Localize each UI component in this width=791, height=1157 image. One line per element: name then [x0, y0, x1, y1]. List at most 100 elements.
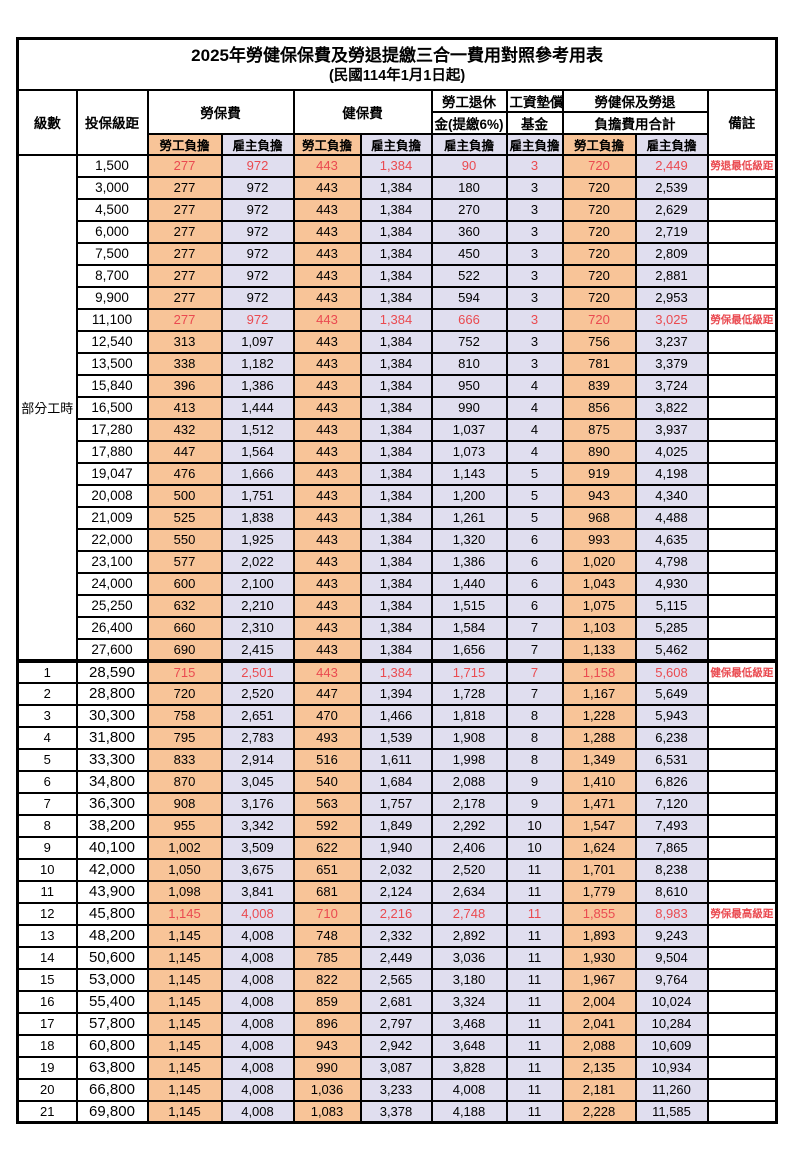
bracket-cell: 17,280 — [75, 417, 149, 442]
health-employee-cell: 443 — [292, 549, 362, 574]
table-row: 9,900 277 972 443 1,384 594 3 720 2,953 — [18, 285, 778, 310]
table-row: 14 50,600 1,145 4,008 785 2,449 3,036 11 1,930 9,… — [16, 945, 778, 970]
wage-fund-employer-cell: 11 — [505, 967, 564, 992]
remark-cell — [706, 923, 778, 948]
bracket-cell: 28,590 — [75, 658, 149, 684]
table-row: 15,840 396 1,386 443 1,384 950 4 839 3,724 — [18, 373, 778, 398]
wage-fund-employer-cell: 8 — [505, 703, 564, 728]
bracket-cell: 19,047 — [75, 461, 149, 486]
labor-employer-cell: 4,008 — [220, 945, 295, 970]
col-header-level: 級數 — [16, 88, 78, 156]
labor-employer-cell: 1,512 — [220, 417, 295, 442]
remark-cell — [706, 989, 778, 1014]
total-employer-cell: 4,635 — [634, 527, 709, 552]
col-header-pension-line2: 金(提繳6%) — [430, 110, 508, 135]
health-employer-cell: 2,332 — [359, 923, 433, 948]
wage-fund-employer-cell: 3 — [505, 175, 564, 200]
labor-employer-cell: 4,008 — [220, 923, 295, 948]
pension-employer-cell: 4,188 — [430, 1099, 508, 1124]
bracket-cell: 17,880 — [75, 439, 149, 464]
subheader-pension-employer: 雇主負擔 — [430, 132, 508, 156]
bracket-cell: 27,600 — [75, 637, 149, 662]
total-employer-cell: 2,539 — [634, 175, 709, 200]
health-employee-cell: 651 — [292, 857, 362, 882]
labor-employee-cell: 396 — [146, 373, 223, 398]
labor-employee-cell: 758 — [146, 703, 223, 728]
level-cell: 20 — [16, 1077, 78, 1102]
health-employee-cell: 748 — [292, 923, 362, 948]
total-employee-cell: 1,103 — [561, 615, 637, 640]
remark-cell — [706, 1099, 778, 1124]
total-employee-cell: 1,020 — [561, 549, 637, 574]
wage-fund-employer-cell: 3 — [505, 285, 564, 310]
header-group-row: 級數 投保級距 勞保費 健保費 勞工退休 工資墊償 勞健保及勞退 備註 — [16, 88, 778, 156]
labor-employer-cell: 2,210 — [220, 593, 295, 618]
table-row: 19 63,800 1,145 4,008 990 3,087 3,828 11 2,135 10… — [16, 1055, 778, 1080]
health-employee-cell: 443 — [292, 395, 362, 420]
pension-employer-cell: 2,520 — [430, 857, 508, 882]
total-employee-cell: 875 — [561, 417, 637, 442]
remark-cell — [706, 835, 778, 860]
level-cell: 7 — [16, 791, 78, 816]
labor-employee-cell: 447 — [146, 439, 223, 464]
level-cell: 21 — [16, 1099, 78, 1124]
labor-employee-cell: 1,145 — [146, 989, 223, 1014]
health-employee-cell: 443 — [292, 571, 362, 596]
health-employee-cell: 443 — [292, 175, 362, 200]
table-row: 6 34,800 870 3,045 540 1,684 2,088 9 1,410 6,826 — [16, 769, 778, 794]
remark-cell — [706, 1055, 778, 1080]
health-employer-cell: 1,384 — [359, 153, 433, 178]
total-employee-cell: 1,288 — [561, 725, 637, 750]
remark-cell: 勞退最低級距 — [706, 153, 778, 178]
total-employer-cell: 4,488 — [634, 505, 709, 530]
pension-employer-cell: 3,180 — [430, 967, 508, 992]
bracket-cell: 50,600 — [75, 945, 149, 970]
bracket-cell: 36,300 — [75, 791, 149, 816]
remark-cell: 健保最低級距 — [706, 658, 778, 684]
total-employer-cell: 8,983 — [634, 901, 709, 926]
total-employee-cell: 2,088 — [561, 1033, 637, 1058]
total-employer-cell: 10,934 — [634, 1055, 709, 1080]
remark-cell — [706, 483, 778, 508]
total-employer-cell: 6,238 — [634, 725, 709, 750]
wage-fund-employer-cell: 3 — [505, 153, 564, 178]
labor-employee-cell: 1,145 — [146, 901, 223, 926]
pension-employer-cell: 990 — [430, 395, 508, 420]
labor-employer-cell: 3,509 — [220, 835, 295, 860]
labor-employee-cell: 908 — [146, 791, 223, 816]
health-employer-cell: 1,384 — [359, 615, 433, 640]
remark-cell — [706, 681, 778, 706]
remark-cell — [706, 615, 778, 640]
total-employee-cell: 1,701 — [561, 857, 637, 882]
health-employer-cell: 2,942 — [359, 1033, 433, 1058]
title-block: 2025年勞健保保費及勞退提繳三合一費用對照參考用表 (民國114年1月1日起) — [16, 37, 778, 91]
total-employer-cell: 6,531 — [634, 747, 709, 772]
page-subtitle: (民國114年1月1日起) — [328, 68, 466, 85]
pension-employer-cell: 270 — [430, 197, 508, 222]
health-employee-cell: 443 — [292, 153, 362, 178]
total-employee-cell: 968 — [561, 505, 637, 530]
health-employer-cell: 3,378 — [359, 1099, 433, 1124]
table-row: 部分工時 1,500 277 972 443 1,384 90 3 720 2,449 勞退最低級距 — [16, 153, 778, 662]
labor-employee-cell: 870 — [146, 769, 223, 794]
remark-cell — [706, 791, 778, 816]
labor-employer-cell: 4,008 — [220, 1033, 295, 1058]
labor-employee-cell: 795 — [146, 725, 223, 750]
pension-employer-cell: 360 — [430, 219, 508, 244]
bracket-cell: 60,800 — [75, 1033, 149, 1058]
wage-fund-employer-cell: 3 — [505, 219, 564, 244]
wage-fund-employer-cell: 4 — [505, 373, 564, 398]
health-employee-cell: 822 — [292, 967, 362, 992]
health-employer-cell: 1,384 — [359, 658, 433, 684]
wage-fund-employer-cell: 7 — [505, 681, 564, 706]
bracket-cell: 45,800 — [75, 901, 149, 926]
total-employer-cell: 2,449 — [634, 153, 709, 178]
labor-employer-cell: 972 — [220, 153, 295, 178]
health-employer-cell: 1,384 — [359, 549, 433, 574]
health-employer-cell: 1,384 — [359, 461, 433, 486]
remark-cell — [706, 1077, 778, 1102]
pension-employer-cell: 3,648 — [430, 1033, 508, 1058]
labor-employer-cell: 3,675 — [220, 857, 295, 882]
health-employee-cell: 443 — [292, 373, 362, 398]
total-employee-cell: 1,228 — [561, 703, 637, 728]
